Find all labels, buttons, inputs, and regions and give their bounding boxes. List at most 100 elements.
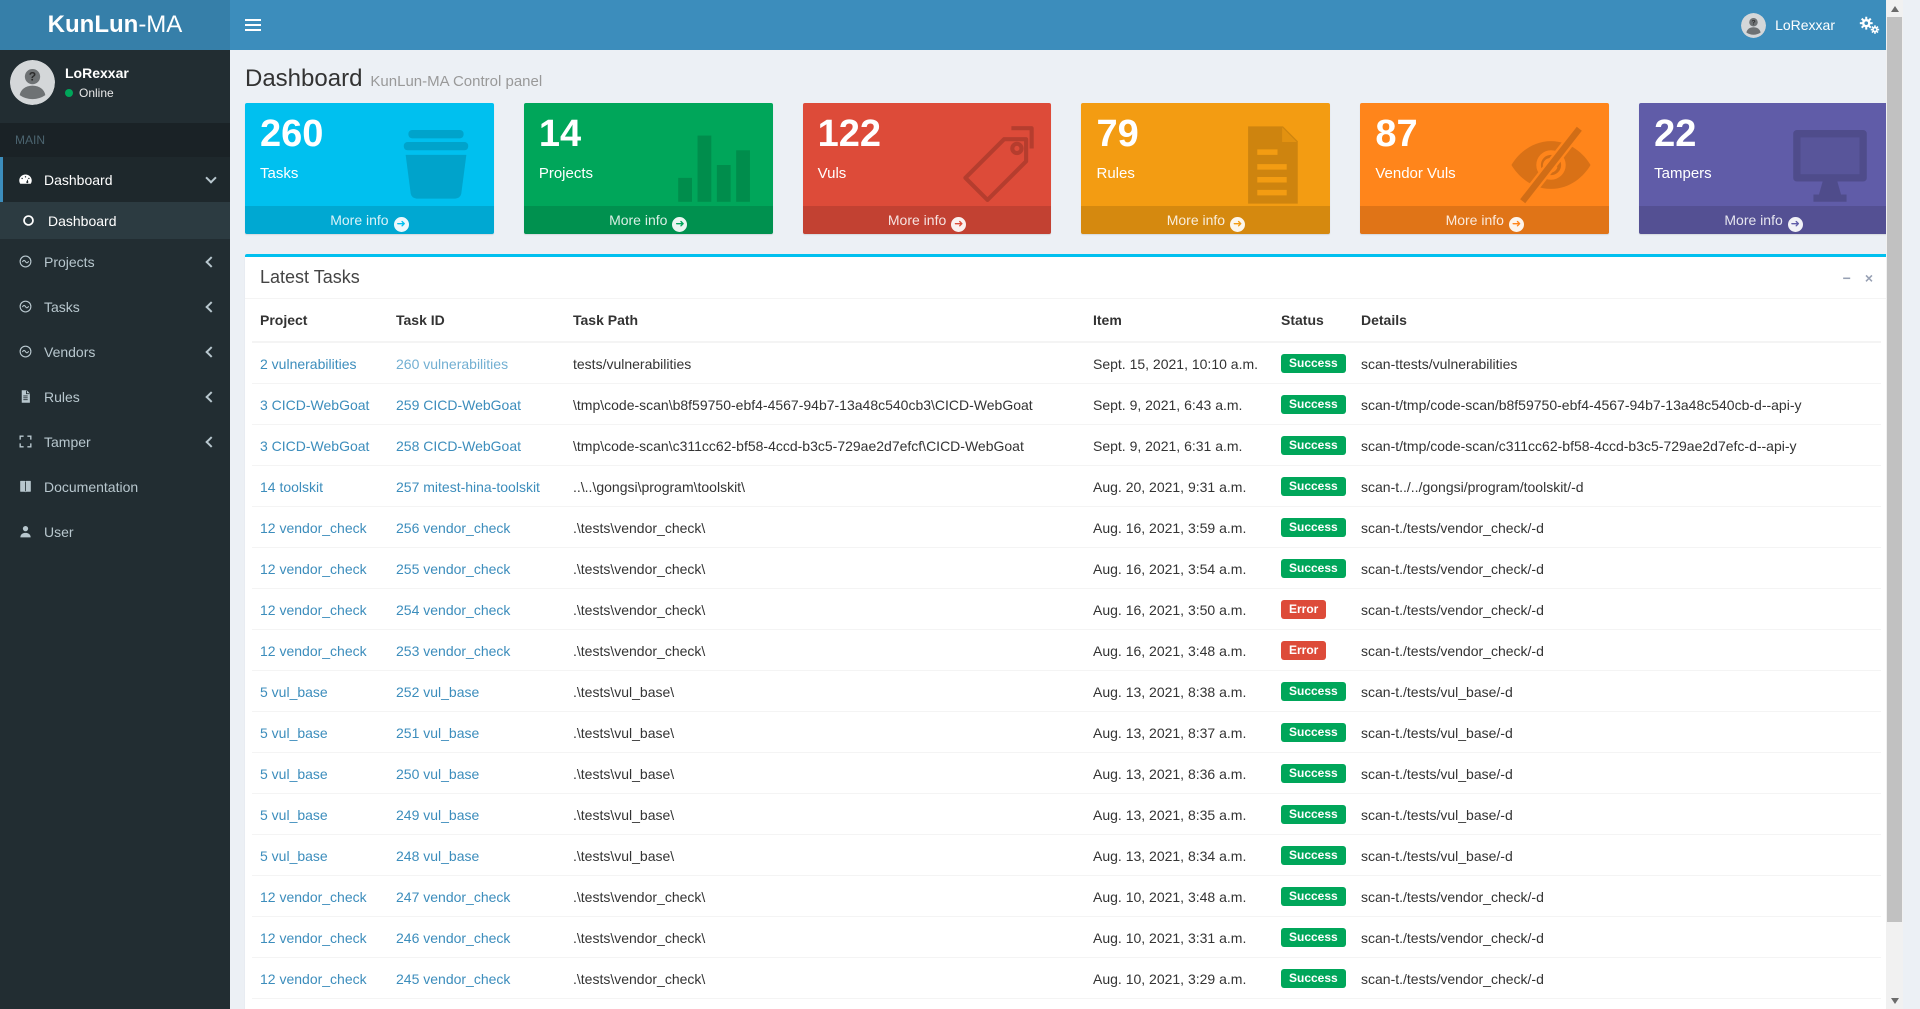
stat-box-vendor-vuls: 87Vendor VulsMore info➜ <box>1360 103 1609 234</box>
top-navbar: ? LoRexxar <box>230 0 1903 50</box>
sidebar-link-vendors[interactable]: Vendors <box>0 329 230 374</box>
settings-gears-icon[interactable] <box>1849 0 1889 50</box>
close-icon[interactable]: × <box>1865 271 1873 285</box>
main-header: KunLun-MA ? LoRexxar <box>0 0 1903 50</box>
item-cell: Aug. 13, 2021, 8:38 a.m. <box>1085 671 1273 712</box>
project-link[interactable]: 3 CICD-WebGoat <box>260 438 369 454</box>
task-id-link[interactable]: 250 vul_base <box>396 766 479 782</box>
sidebar-link-dashboard[interactable]: Dashboard <box>0 157 230 202</box>
arrow-circle-right-icon: ➜ <box>1509 217 1524 232</box>
project-link[interactable]: 5 vul_base <box>260 766 328 782</box>
stat-value: 79 <box>1096 113 1315 157</box>
project-link[interactable]: 5 vul_base <box>260 684 328 700</box>
more-info-link[interactable]: More info➜ <box>524 206 773 234</box>
project-link[interactable]: 12 vendor_check <box>260 643 367 659</box>
status-badge: Success <box>1281 682 1346 701</box>
task-id-link[interactable]: 251 vul_base <box>396 725 479 741</box>
item-cell: Aug. 13, 2021, 8:37 a.m. <box>1085 712 1273 753</box>
tasks-table: ProjectTask IDTask PathItemStatusDetails… <box>252 299 1881 1009</box>
project-link[interactable]: 14 toolskit <box>260 479 323 495</box>
table-row: 5 vul_base248 vul_base.\tests\vul_base\A… <box>252 835 1881 876</box>
stat-value: 14 <box>539 113 758 157</box>
table-row: 5 vul_base251 vul_base.\tests\vul_base\A… <box>252 712 1881 753</box>
table-row: 12 vendor_check255 vendor_check.\tests\v… <box>252 548 1881 589</box>
more-info-link[interactable]: More info➜ <box>803 206 1052 234</box>
project-link[interactable]: 12 vendor_check <box>260 602 367 618</box>
task-id-link[interactable]: 246 vendor_check <box>396 930 510 946</box>
stat-value: 87 <box>1375 113 1594 157</box>
main-content: 260TasksMore info➜14ProjectsMore info➜12… <box>230 93 1903 1009</box>
project-link[interactable]: 5 vul_base <box>260 848 328 864</box>
item-cell: Aug. 16, 2021, 3:50 a.m. <box>1085 589 1273 630</box>
project-link[interactable]: 12 vendor_check <box>260 971 367 987</box>
task-id-link[interactable]: 252 vul_base <box>396 684 479 700</box>
scroll-up-arrow-icon[interactable] <box>1886 0 1903 17</box>
task-id-link[interactable]: 260 vulnerabilities <box>396 356 508 372</box>
project-link[interactable]: 5 vul_base <box>260 807 328 823</box>
scroll-down-arrow-icon[interactable] <box>1886 992 1903 1009</box>
project-link[interactable]: 12 vendor_check <box>260 889 367 905</box>
sidebar-link-tamper[interactable]: Tamper <box>0 419 230 464</box>
status-badge: Success <box>1281 928 1346 947</box>
arrow-circle-right-icon: ➜ <box>1788 217 1803 232</box>
stat-label: Projects <box>539 165 758 182</box>
task-id-link[interactable]: 259 CICD-WebGoat <box>396 397 521 413</box>
item-cell: Aug. 13, 2021, 8:35 a.m. <box>1085 794 1273 835</box>
sidebar-item-vendors: Vendors <box>0 329 230 374</box>
minimize-icon[interactable]: − <box>1843 271 1851 285</box>
task-id-link[interactable]: 258 CICD-WebGoat <box>396 438 521 454</box>
project-link[interactable]: 12 vendor_check <box>260 520 367 536</box>
stat-value: 22 <box>1654 113 1873 157</box>
column-header-project: Project <box>252 299 388 342</box>
project-link[interactable]: 12 vendor_check <box>260 930 367 946</box>
task-id-link[interactable]: 257 mitest-hina-toolskit <box>396 479 540 495</box>
sidebar-toggle-button[interactable] <box>230 0 275 50</box>
user-menu[interactable]: ? LoRexxar <box>1727 0 1849 50</box>
project-link[interactable]: 3 CICD-WebGoat <box>260 397 369 413</box>
column-header-task-path: Task Path <box>565 299 1085 342</box>
vertical-scrollbar <box>1886 0 1903 1009</box>
user-name: LoRexxar <box>1775 17 1835 33</box>
item-cell: Aug. 10, 2021, 3:31 a.m. <box>1085 917 1273 958</box>
brand-logo[interactable]: KunLun-MA <box>0 0 230 50</box>
project-link[interactable]: 2 vulnerabilities <box>260 356 357 372</box>
item-cell: Sept. 9, 2021, 6:43 a.m. <box>1085 384 1273 425</box>
more-info-link[interactable]: More info➜ <box>1360 206 1609 234</box>
page-subtitle: KunLun-MA Control panel <box>370 73 542 90</box>
stat-box-tampers: 22TampersMore info➜ <box>1639 103 1888 234</box>
treeview-menu: Dashboard <box>0 202 230 239</box>
details-cell: scan-t./tests/vendor_check/-d <box>1353 876 1881 917</box>
task-id-link[interactable]: 254 vendor_check <box>396 602 510 618</box>
arrow-circle-right-icon: ➜ <box>1230 217 1245 232</box>
more-info-link[interactable]: More info➜ <box>1639 206 1888 234</box>
sidebar-link-tasks[interactable]: Tasks <box>0 284 230 329</box>
table-row: 3 CICD-WebGoat259 CICD-WebGoat\tmp\code-… <box>252 384 1881 425</box>
more-info-link[interactable]: More info➜ <box>245 206 494 234</box>
task-id-link[interactable]: 256 vendor_check <box>396 520 510 536</box>
sidebar-link-documentation[interactable]: Documentation <box>0 464 230 509</box>
task-id-link[interactable]: 255 vendor_check <box>396 561 510 577</box>
project-link[interactable]: 5 vul_base <box>260 725 328 741</box>
status-badge: Success <box>1281 887 1346 906</box>
task-id-link[interactable]: 249 vul_base <box>396 807 479 823</box>
more-info-link[interactable]: More info➜ <box>1081 206 1330 234</box>
stat-value: 260 <box>260 113 479 157</box>
sidebar-link-user[interactable]: User <box>0 509 230 554</box>
task-id-link[interactable]: 253 vendor_check <box>396 643 510 659</box>
scrollbar-thumb[interactable] <box>1887 17 1902 922</box>
stat-value: 122 <box>818 113 1037 157</box>
table-row: 5 vul_base252 vul_base.\tests\vul_base\A… <box>252 671 1881 712</box>
brand-bold: KunLun <box>48 11 139 38</box>
task-path-cell: .\tests\vul_base\ <box>565 753 1085 794</box>
sidebar-link-rules[interactable]: Rules <box>0 374 230 419</box>
task-id-link[interactable]: 248 vul_base <box>396 848 479 864</box>
sidebar-item-rules: Rules <box>0 374 230 419</box>
sidebar-sublink-dashboard[interactable]: Dashboard <box>0 202 230 239</box>
sidebar-link-projects[interactable]: Projects <box>0 239 230 284</box>
details-cell: scan-t/tmp/code-scan/c311cc62-bf58-4ccd-… <box>1353 425 1881 466</box>
task-id-link[interactable]: 247 vendor_check <box>396 889 510 905</box>
scan-icon <box>18 434 44 449</box>
project-link[interactable]: 12 vendor_check <box>260 561 367 577</box>
item-cell: Aug. 10, 2021, 3:48 a.m. <box>1085 876 1273 917</box>
task-id-link[interactable]: 245 vendor_check <box>396 971 510 987</box>
